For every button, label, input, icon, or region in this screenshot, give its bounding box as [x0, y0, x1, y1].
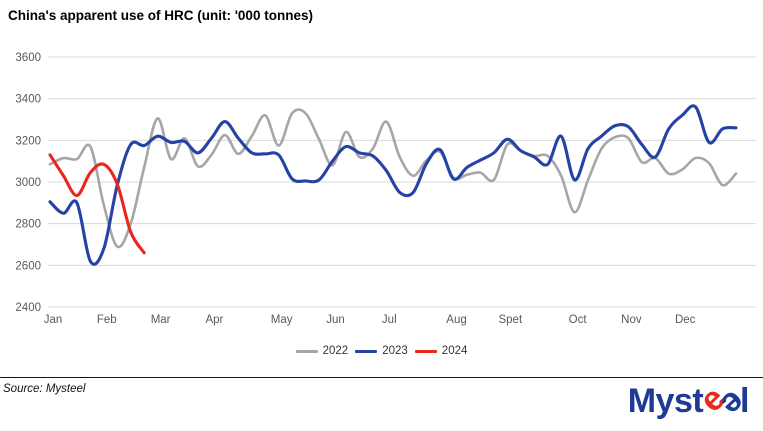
y-tick-label-3400: 3400: [15, 94, 41, 106]
y-tick-label-2400: 2400: [15, 302, 41, 314]
x-tick-label-Jan: Jan: [44, 314, 63, 326]
series-line-2024: [48, 153, 146, 255]
legend-item-2023: 2023: [355, 345, 408, 357]
legend-label-2023: 2023: [382, 345, 408, 357]
legend-label-2022: 2022: [322, 345, 349, 357]
x-tick-label-Dec: Dec: [675, 314, 696, 326]
x-tick-label-Feb: Feb: [97, 314, 117, 326]
legend-item-2022: 2022: [295, 345, 349, 357]
x-tick-label-Oct: Oct: [569, 314, 588, 326]
legend-label-2024: 2024: [441, 345, 468, 357]
chart-legend: 2022 2023 2024: [0, 345, 763, 357]
x-tick-label-Spet: Spet: [498, 314, 522, 326]
x-tick-label-Apr: Apr: [205, 314, 223, 326]
y-tick-label-3200: 3200: [15, 135, 41, 147]
legend-swatch-2024: [414, 349, 437, 353]
x-tick-label-Jun: Jun: [326, 314, 345, 326]
mysteel-logo: Mysteel: [627, 379, 753, 424]
source-text: Source: Mysteel: [3, 383, 86, 395]
y-tick-label-2600: 2600: [15, 260, 41, 272]
y-tick-label-3600: 3600: [15, 52, 41, 64]
legend-item-2024: 2024: [414, 345, 468, 357]
y-tick-label-3000: 3000: [15, 177, 41, 189]
series-line-2023: [48, 104, 738, 266]
logo-text-part2: l: [740, 382, 749, 420]
x-tick-label-Mar: Mar: [151, 314, 171, 326]
line-chart-svg: 2400 2600 2800 3000 3200 3400 3600 Jan Feb Mar Apr…: [15, 52, 756, 326]
legend-swatch-2022: [295, 349, 318, 353]
logo-text-part1: Myst: [627, 382, 704, 420]
x-tick-label-Nov: Nov: [621, 314, 642, 326]
footer: Source: Mysteel Mysteel: [0, 377, 763, 431]
y-tick-label-2800: 2800: [15, 219, 41, 231]
x-tick-label-May: May: [271, 314, 293, 326]
chart-title: China's apparent use of HRC (unit: '000 …: [8, 8, 313, 23]
legend-swatch-2023: [355, 349, 378, 353]
x-tick-label-Aug: Aug: [446, 314, 466, 326]
x-tick-label-Jul: Jul: [382, 314, 397, 326]
